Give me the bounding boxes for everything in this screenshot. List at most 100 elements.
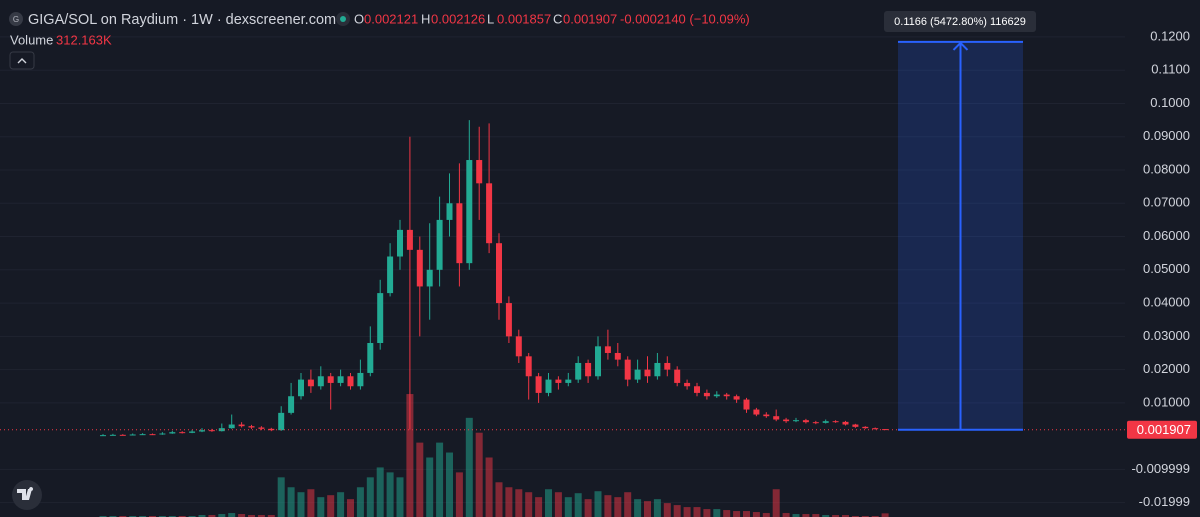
volume-bar <box>455 472 463 517</box>
candle-body <box>585 362 592 377</box>
candle-body <box>822 421 829 423</box>
candle-body <box>674 369 681 383</box>
candle-body <box>347 376 354 387</box>
ohlc-key: L <box>487 11 494 26</box>
candle-body <box>802 420 809 423</box>
candle-body <box>545 379 552 393</box>
ohlc-value: 0.002126 <box>431 11 485 26</box>
y-tick-label: 0.09000 <box>1143 128 1190 143</box>
candle-body <box>565 379 572 383</box>
candle-body <box>446 203 453 220</box>
volume-bar <box>584 499 592 517</box>
grid: 0.1200 0.1100 0.1000 0.09000 0.08000 0.07000 0… <box>0 28 1190 509</box>
candle-body <box>664 362 671 370</box>
volume-bar <box>574 493 582 517</box>
volume-bar <box>287 487 295 517</box>
candle-body <box>862 426 869 429</box>
candle-body <box>743 399 750 410</box>
candle-body <box>703 392 710 397</box>
volume-bar <box>762 513 770 517</box>
y-tick-label: 0.07000 <box>1143 195 1190 210</box>
candle-body <box>337 376 344 383</box>
volume-bar <box>554 492 562 517</box>
volume-bar <box>436 442 444 517</box>
price-label: 0.001907 <box>1137 422 1191 437</box>
candle-body <box>367 343 374 373</box>
volume-bar <box>614 497 622 517</box>
candle-body <box>317 376 324 387</box>
volume-bar <box>525 492 533 517</box>
volume-bar <box>317 497 325 517</box>
volume-bar <box>386 472 394 517</box>
candle-body <box>713 394 720 397</box>
candle-body <box>525 356 532 377</box>
volume-bar <box>356 487 364 517</box>
candle-body <box>208 430 215 432</box>
y-tick-label: 0.1000 <box>1150 95 1190 110</box>
y-tick-label: 0.08000 <box>1143 161 1190 176</box>
volume-bar <box>307 489 315 517</box>
candle-body <box>624 359 631 380</box>
candle-body <box>595 346 601 377</box>
candle-layer <box>100 120 889 437</box>
price-label-bg <box>1127 420 1197 439</box>
candle-body <box>218 428 225 432</box>
candle-body <box>773 416 780 420</box>
volume-bar <box>683 507 691 517</box>
volume-bar <box>772 489 780 517</box>
candle-body <box>496 243 502 304</box>
candle-body <box>169 432 176 434</box>
candle-body <box>793 420 799 422</box>
volume-bar <box>416 442 424 517</box>
y-tick-label: 0.04000 <box>1143 295 1190 310</box>
candle-body <box>179 432 186 434</box>
volume-bar <box>782 513 790 517</box>
volume-bar <box>376 467 384 517</box>
candle-body <box>357 372 364 387</box>
candle-body <box>298 379 304 397</box>
candle-body <box>832 421 839 423</box>
candle-body <box>684 382 691 387</box>
volume-bar <box>426 457 434 517</box>
y-tick-label: 0.02000 <box>1143 361 1190 376</box>
volume-bar <box>594 491 602 517</box>
volume-bar <box>733 511 741 517</box>
candle-body <box>307 379 314 387</box>
y-tick-label: 0.01000 <box>1143 394 1190 409</box>
candle-body <box>783 419 790 422</box>
volume-bar <box>347 499 354 517</box>
change-label: -0.0002140 (−10.09%) <box>620 11 750 26</box>
y-tick-label: 0.03000 <box>1143 328 1190 343</box>
volume-bar <box>693 507 701 517</box>
volume-bar <box>267 515 275 517</box>
volume-bar <box>634 499 642 517</box>
candle-body <box>248 426 255 428</box>
volume-bar <box>812 514 820 517</box>
collapse-button[interactable] <box>9 51 35 70</box>
volume-bar <box>238 514 246 517</box>
candle-body <box>406 229 413 250</box>
volume-bar <box>822 515 830 517</box>
candle-body <box>486 183 493 244</box>
candle-body <box>614 352 621 360</box>
candle-body <box>535 376 542 393</box>
candle-body <box>139 434 146 436</box>
volume-bar <box>564 497 572 517</box>
volume-bar <box>713 509 721 517</box>
candle-body <box>575 362 582 380</box>
candle-body <box>634 369 641 380</box>
candle-body <box>100 435 106 437</box>
collapse-icon <box>17 58 27 64</box>
candle-body <box>129 434 136 436</box>
candle-body <box>387 256 394 294</box>
volume-bar <box>297 492 305 517</box>
candle-body <box>505 303 512 337</box>
volume-bar <box>723 510 731 517</box>
candle-body <box>119 434 126 436</box>
volume-bar <box>218 514 226 517</box>
ohlc-value: 0.002121 <box>364 11 418 26</box>
volume-bar <box>743 511 750 517</box>
volume-bar <box>248 515 255 517</box>
y-tick-label: 0.05000 <box>1143 261 1190 276</box>
